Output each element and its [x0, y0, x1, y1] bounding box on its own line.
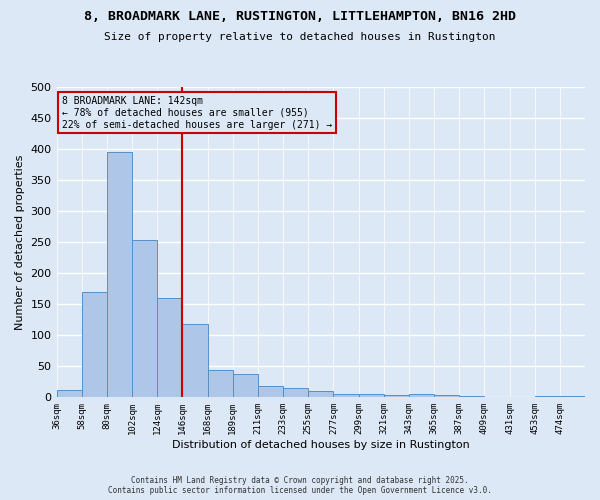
Bar	[409, 394, 434, 398]
Bar	[383, 396, 409, 398]
Bar	[132, 240, 157, 398]
Text: Contains HM Land Registry data © Crown copyright and database right 2025.
Contai: Contains HM Land Registry data © Crown c…	[108, 476, 492, 495]
Bar	[157, 298, 182, 398]
Bar	[459, 396, 484, 398]
Bar	[107, 152, 132, 398]
Bar	[535, 396, 560, 398]
Bar	[334, 394, 359, 398]
Bar	[233, 374, 258, 398]
Bar	[308, 391, 334, 398]
Bar	[560, 396, 585, 398]
Bar	[283, 388, 308, 398]
Text: 8 BROADMARK LANE: 142sqm
← 78% of detached houses are smaller (955)
22% of semi-: 8 BROADMARK LANE: 142sqm ← 78% of detach…	[62, 96, 332, 130]
Text: 8, BROADMARK LANE, RUSTINGTON, LITTLEHAMPTON, BN16 2HD: 8, BROADMARK LANE, RUSTINGTON, LITTLEHAM…	[84, 10, 516, 23]
Bar	[182, 324, 208, 398]
Text: Size of property relative to detached houses in Rustington: Size of property relative to detached ho…	[104, 32, 496, 42]
Bar	[258, 386, 283, 398]
Bar	[82, 292, 107, 398]
Bar	[56, 390, 82, 398]
X-axis label: Distribution of detached houses by size in Rustington: Distribution of detached houses by size …	[172, 440, 470, 450]
Bar	[484, 396, 509, 398]
Bar	[434, 395, 459, 398]
Bar	[208, 370, 233, 398]
Bar	[359, 394, 383, 398]
Y-axis label: Number of detached properties: Number of detached properties	[15, 154, 25, 330]
